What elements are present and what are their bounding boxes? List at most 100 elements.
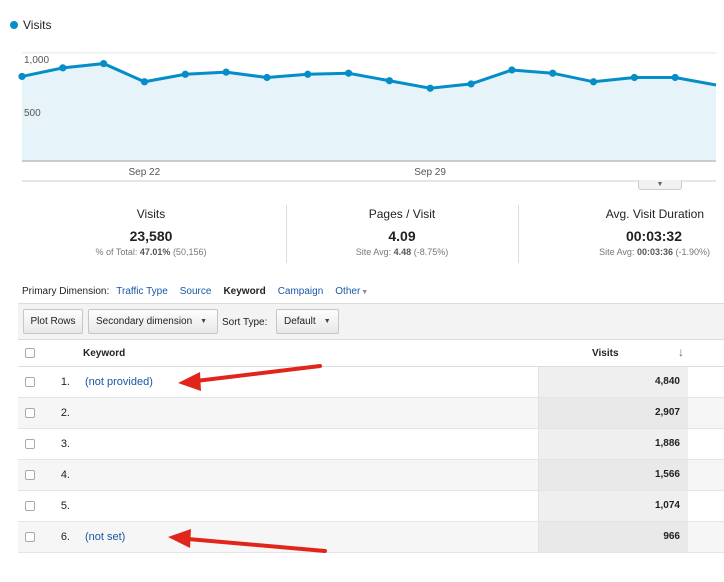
row-checkbox[interactable] (25, 532, 35, 542)
primary-dimension-bar: Primary Dimension: Traffic Type Source K… (22, 286, 368, 297)
visits-cell: 1,886 (538, 429, 688, 459)
row-checkbox[interactable] (25, 408, 35, 418)
scorecard-divider (286, 205, 287, 263)
scorecard-divider (518, 205, 519, 263)
data-point[interactable] (304, 70, 312, 78)
other-label: Other (335, 286, 361, 297)
row-index: 2. (60, 407, 70, 419)
dimension-link-source[interactable]: Source (179, 286, 212, 297)
data-point[interactable] (508, 66, 516, 74)
sub-prefix: Site Avg: (599, 247, 635, 257)
caret-down-icon: ▼ (361, 289, 369, 296)
table-row: 1. (not provided) 4,840 (18, 367, 724, 398)
scorecard-label: Pages / Visit (368, 207, 436, 221)
visits-cell: 1,074 (538, 491, 688, 521)
sub-suffix: (50,156) (172, 247, 207, 257)
data-point[interactable] (263, 73, 271, 82)
visits-cell: 966 (538, 522, 688, 552)
visits-line-chart: Visits 1,000 500 Sep 22 Sep 29 ▼ (0, 0, 724, 195)
table-row: 3. 1,886 (18, 429, 724, 460)
column-header-keyword[interactable]: Keyword (83, 348, 126, 359)
data-point[interactable] (140, 78, 149, 86)
redacted-keyword (78, 496, 246, 516)
visits-value: 1,074 (654, 500, 680, 511)
table-row: 6. (not set) 966 (18, 522, 724, 553)
legend-dot-icon (10, 21, 18, 29)
caret-down-icon: ▼ (323, 318, 331, 325)
row-index: 1. (60, 376, 70, 388)
data-point[interactable] (630, 73, 638, 82)
sort-type-dropdown[interactable]: Default ▼ (276, 309, 339, 334)
data-point[interactable] (549, 69, 557, 77)
row-checkbox[interactable] (25, 470, 35, 480)
data-point[interactable] (671, 73, 679, 82)
sub-value: 47.01% (139, 247, 171, 257)
table-row: 5. 1,074 (18, 491, 724, 522)
visits-value: 966 (663, 531, 680, 542)
sub-suffix: (-8.75%) (413, 247, 449, 257)
scorecard-value: 4.09 (388, 228, 416, 244)
data-point[interactable] (222, 68, 230, 76)
dimension-link-traffic-type[interactable]: Traffic Type (116, 286, 168, 297)
table-row: 2. 2,907 (18, 398, 724, 429)
keyword-table: Keyword Visits ↓ 1. (not provided) 4,840… (18, 340, 724, 553)
table-row: 4. 1,566 (18, 460, 724, 491)
caret-down-icon: ▼ (656, 181, 664, 188)
visits-value: 1,886 (654, 438, 680, 449)
row-index: 6. (60, 531, 70, 543)
sort-descending-icon[interactable]: ↓ (678, 345, 684, 359)
row-checkbox[interactable] (25, 501, 35, 511)
scorecard-avg-visit-duration[interactable]: Avg. Visit Duration 00:03:32 Site Avg: 0… (522, 205, 722, 265)
data-point[interactable] (467, 80, 475, 88)
dimension-link-campaign[interactable]: Campaign (277, 286, 324, 297)
data-point[interactable] (426, 84, 434, 92)
select-all-checkbox[interactable] (25, 348, 35, 358)
y-tick-label: 500 (24, 108, 41, 120)
series-line-visits (21, 62, 717, 90)
table-header: Keyword Visits ↓ (18, 340, 724, 367)
chart-canvas (18, 52, 717, 182)
keyword-link[interactable]: (not provided) (85, 376, 153, 388)
plot-rows-button[interactable]: Plot Rows (23, 309, 83, 334)
scorecard-sub: Site Avg: 00:03:36 (-1.90%) (522, 247, 710, 257)
row-index: 4. (60, 469, 70, 481)
scorecard-visits[interactable]: Visits 23,580 % of Total: 47.01% (50,156… (20, 205, 282, 265)
secondary-dimension-dropdown[interactable]: Secondary dimension ▼ (88, 309, 218, 334)
series-area-visits (22, 63, 716, 161)
redacted-keyword (78, 434, 246, 454)
scorecard-pages-per-visit[interactable]: Pages / Visit 4.09 Site Avg: 4.48 (-8.75… (287, 205, 517, 265)
primary-dimension-label: Primary Dimension: (22, 286, 110, 297)
visits-value: 2,907 (654, 407, 680, 418)
data-point[interactable] (100, 59, 108, 68)
x-tick-label: Sep 22 (128, 167, 161, 178)
data-point[interactable] (344, 69, 353, 77)
scorecard-label: Avg. Visit Duration (605, 207, 704, 221)
row-checkbox[interactable] (25, 439, 35, 449)
data-point[interactable] (385, 77, 394, 85)
chart-collapse-toggle[interactable]: ▼ (638, 180, 682, 190)
keyword-link[interactable]: (not set) (85, 531, 126, 543)
visits-value: 4,840 (654, 376, 680, 387)
data-point[interactable] (18, 72, 26, 81)
scorecard-row: Visits 23,580 % of Total: 47.01% (50,156… (0, 205, 724, 265)
sub-prefix: % of Total: (95, 247, 138, 257)
row-index: 3. (60, 438, 70, 450)
secondary-dimension-label: Secondary dimension (96, 316, 193, 327)
scorecard-sub: % of Total: 47.01% (50,156) (20, 247, 282, 257)
data-point[interactable] (589, 78, 598, 86)
table-toolbar: Plot Rows Secondary dimension ▼ Sort Typ… (18, 303, 724, 340)
sort-type-label: Sort Type: (222, 317, 268, 328)
visits-cell: 4,840 (538, 367, 688, 397)
dimension-other-dropdown[interactable]: Other▼ (335, 286, 368, 297)
row-checkbox[interactable] (25, 377, 35, 387)
sub-value: 4.48 (393, 247, 412, 257)
data-point[interactable] (181, 70, 189, 78)
legend-label: Visits (23, 18, 52, 32)
visits-cell: 2,907 (538, 398, 688, 428)
scorecard-value: 23,580 (129, 228, 173, 244)
scorecard-label: Visits (136, 207, 166, 221)
dimension-active-keyword: Keyword (223, 286, 266, 297)
data-point[interactable] (59, 64, 67, 72)
column-header-visits[interactable]: Visits (592, 348, 619, 359)
visits-value: 1,566 (654, 469, 680, 480)
